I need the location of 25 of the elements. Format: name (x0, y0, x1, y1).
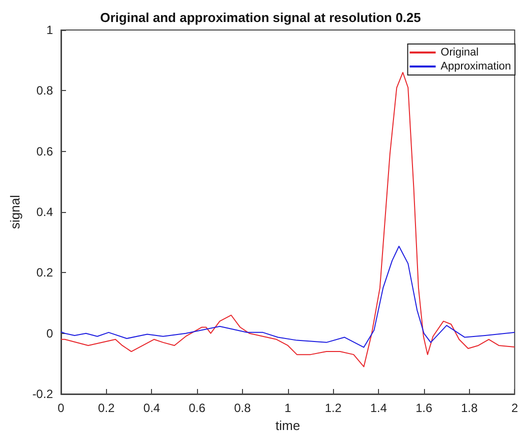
x-tick-label: 0 (58, 401, 65, 415)
y-tick-label: 1 (46, 23, 54, 37)
legend-label: Original (440, 46, 479, 58)
x-tick-label: 2 (511, 401, 518, 415)
y-tick-label: 0.4 (36, 205, 54, 219)
x-tick-label: 1.8 (460, 401, 478, 415)
y-tick-label: 0.8 (36, 84, 54, 98)
y-tick-label: 0.6 (36, 144, 54, 158)
y-tick-label: 0 (46, 326, 54, 340)
y-tick-label: -0.2 (32, 387, 54, 401)
x-tick-label: 0.4 (143, 401, 160, 415)
x-tick-label: 0.2 (98, 401, 116, 415)
line-series (60, 246, 516, 348)
x-axis-title: time (276, 418, 300, 433)
x-tick-label: 0.8 (234, 401, 252, 415)
line-series (60, 72, 516, 368)
legend-label: Approximation (440, 60, 512, 72)
chart-title: Original and approximation signal at resolution 0.25 (100, 10, 421, 25)
x-tick-label: 1.6 (416, 401, 433, 415)
x-tick-label: 1 (284, 401, 292, 415)
y-axis-title: signal (7, 194, 22, 229)
x-tick-label: 0.6 (188, 401, 206, 415)
y-tick-label: 0.2 (36, 266, 54, 280)
x-tick-label: 1.2 (324, 401, 342, 415)
x-tick-label: 1.4 (370, 401, 388, 415)
